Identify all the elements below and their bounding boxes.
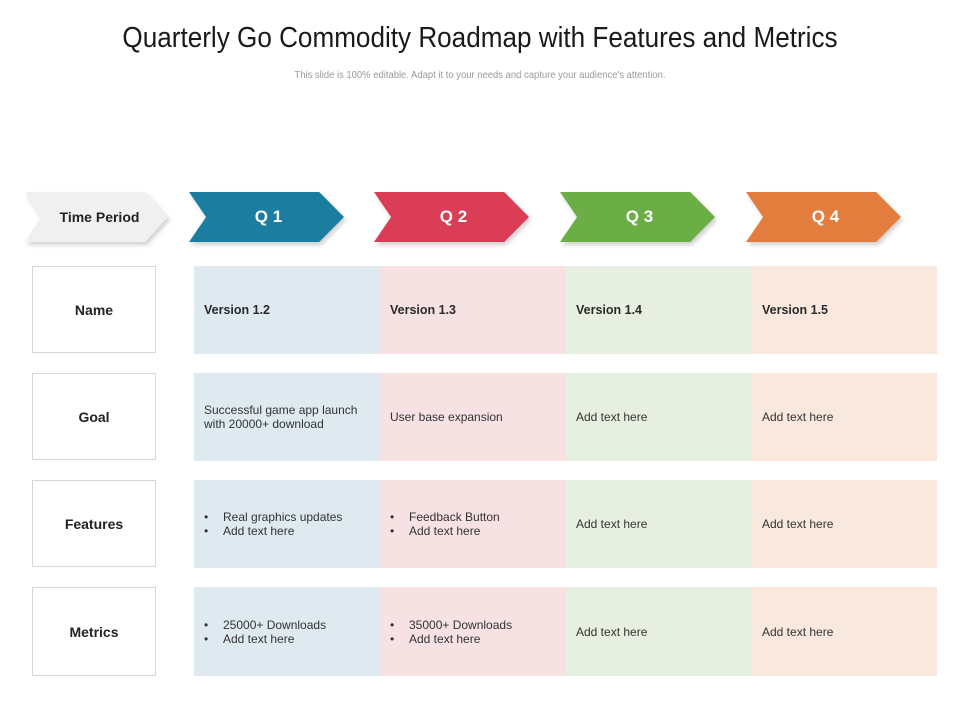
name-q2-text: Version 1.3: [390, 303, 457, 317]
q1-label: Q 1: [254, 207, 283, 226]
features-q3-text: Add text here: [576, 517, 648, 531]
row-label-goal: Goal: [32, 373, 156, 460]
goal-q4-cell: Add text here: [752, 373, 937, 461]
features-q3-cell: Add text here: [566, 480, 752, 568]
page-subtitle: This slide is 100% editable. Adapt it to…: [294, 69, 666, 81]
metrics-q4-text: Add text here: [762, 624, 834, 639]
row-label-name: Name: [32, 266, 156, 353]
metrics-q2-cell: 35000+ Downloads Add text here: [380, 587, 566, 676]
name-q2-cell: Version 1.3: [380, 266, 566, 354]
list-item: 25000+ Downloads: [204, 618, 370, 632]
metrics-q1-list: 25000+ Downloads Add text here: [204, 618, 370, 646]
q2-chevron: Q 2: [374, 192, 529, 242]
q1-chevron: Q 1: [189, 192, 344, 242]
q4-label: Q 4: [811, 207, 840, 226]
list-item: Add text here: [204, 632, 370, 646]
name-q1-cell: Version 1.2: [194, 266, 380, 354]
metrics-q3-text: Add text here: [576, 624, 648, 639]
goal-q2-text: User base expansion: [390, 410, 503, 424]
row-label-features: Features: [32, 480, 156, 567]
goal-q3-cell: Add text here: [566, 373, 752, 461]
metrics-q2-list: 35000+ Downloads Add text here: [390, 618, 556, 646]
goal-q1-cell: Successful game app launch with 20000+ d…: [194, 373, 380, 461]
metrics-q1-cell: 25000+ Downloads Add text here: [194, 587, 380, 676]
list-item: Add text here: [390, 632, 556, 646]
features-q2-cell: Feedback Button Add text here: [380, 480, 566, 568]
q3-label: Q 3: [625, 207, 654, 226]
time-period-chevron: Time Period: [25, 192, 168, 242]
features-q2-list: Feedback Button Add text here: [390, 510, 556, 538]
name-q3-text: Version 1.4: [576, 303, 643, 317]
name-q3-cell: Version 1.4: [566, 266, 752, 354]
list-item: Add text here: [204, 524, 370, 538]
features-q4-cell: Add text here: [752, 480, 937, 568]
features-q1-list: Real graphics updates Add text here: [204, 510, 370, 538]
name-q4-cell: Version 1.5: [752, 266, 937, 354]
name-q4-text: Version 1.5: [762, 303, 829, 317]
list-item: 35000+ Downloads: [390, 618, 556, 632]
metrics-q3-cell: Add text here: [566, 587, 752, 676]
goal-q1-text: Successful game app launch with 20000+ d…: [204, 403, 358, 431]
q4-chevron: Q 4: [746, 192, 901, 242]
features-q4-text: Add text here: [762, 517, 834, 531]
goal-q4-text: Add text here: [762, 410, 834, 424]
list-item: Real graphics updates: [204, 510, 370, 524]
goal-q3-text: Add text here: [576, 410, 648, 424]
page-title: Quarterly Go Commodity Roadmap with Feat…: [122, 22, 838, 54]
row-label-metrics: Metrics: [32, 587, 156, 676]
features-q1-cell: Real graphics updates Add text here: [194, 480, 380, 568]
list-item: Feedback Button: [390, 510, 556, 524]
time-period-label: Time Period: [59, 209, 140, 225]
name-q1-text: Version 1.2: [204, 303, 271, 317]
q3-chevron: Q 3: [560, 192, 715, 242]
metrics-q4-cell: Add text here: [752, 587, 937, 676]
q2-label: Q 2: [439, 207, 468, 226]
goal-q2-cell: User base expansion: [380, 373, 566, 461]
list-item: Add text here: [390, 524, 556, 538]
